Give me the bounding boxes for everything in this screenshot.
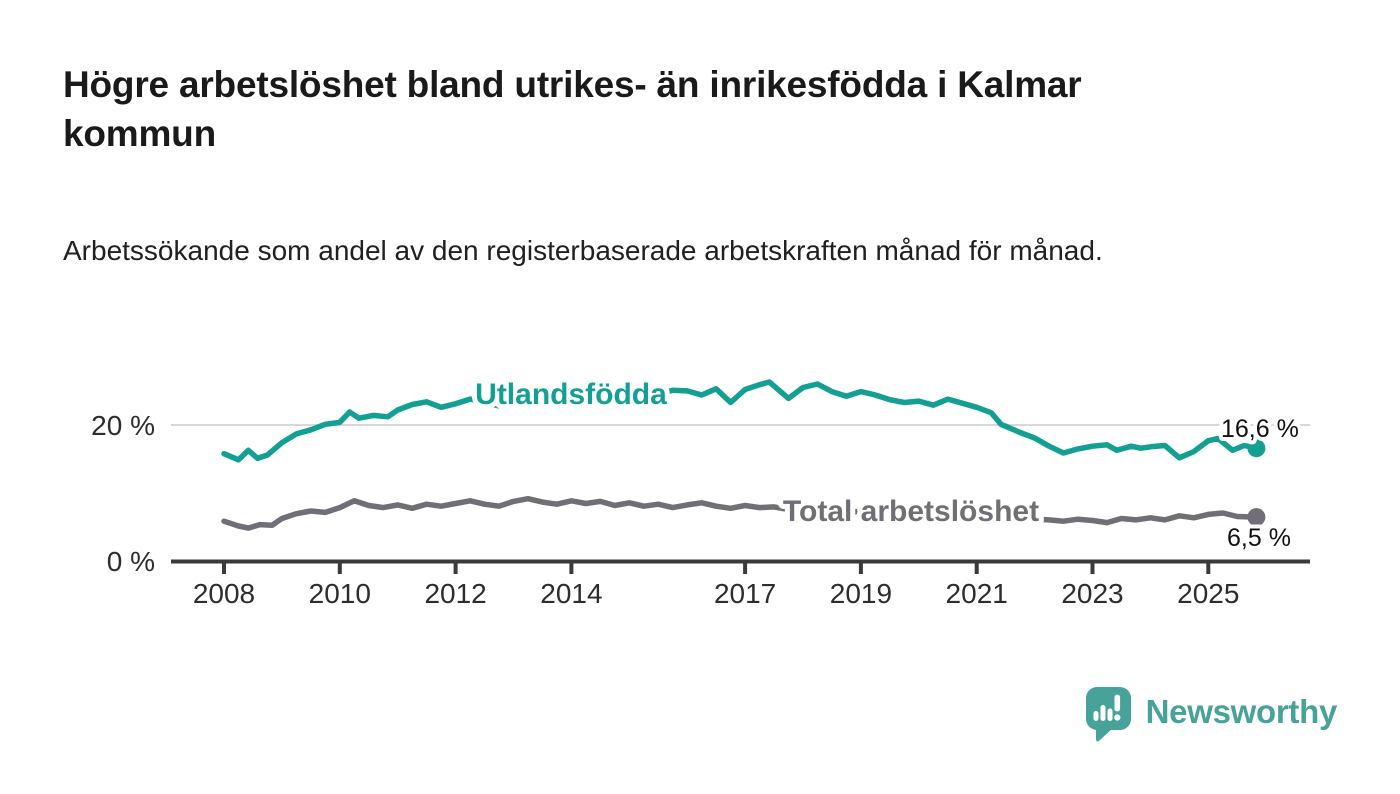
x-axis-tick-labels: 2008 2010 2012 2014 2017 2019 2021 2023 2025	[193, 578, 1240, 609]
x-tick-label: 2025	[1177, 578, 1239, 609]
x-tick-label: 2008	[193, 578, 255, 609]
x-tick-label: 2019	[830, 578, 892, 609]
x-tick-label: 2012	[424, 578, 486, 609]
utlandsfodda-series-label: Utlandsfödda	[475, 378, 667, 411]
x-axis-ticks	[222, 560, 1211, 574]
y-axis-label-20: 20 %	[91, 410, 155, 441]
x-tick-label: 2010	[309, 578, 371, 609]
total-series-label: Total arbetslöshet	[783, 495, 1039, 528]
newsworthy-logo-icon	[1085, 687, 1131, 742]
utlandsfodda-end-value: 16,6 %	[1221, 415, 1299, 443]
utlandsfodda-end-dot	[1247, 439, 1266, 458]
total-end-dot	[1247, 508, 1266, 527]
page-title: Högre arbetslöshet bland utrikes- än inr…	[63, 64, 1082, 155]
page-subtitle: Arbetssökande som andel av den registerb…	[63, 235, 1103, 266]
x-tick-label: 2017	[714, 578, 776, 609]
y-axis-label-0: 0 %	[107, 546, 155, 577]
total-end-value: 6,5 %	[1227, 524, 1291, 552]
brand-logo: Newsworthy	[1085, 686, 1337, 744]
x-tick-label: 2023	[1061, 578, 1123, 609]
utlandsfodda-line	[221, 379, 1260, 463]
brand-name: Newsworthy	[1145, 693, 1338, 730]
total-arbetsloshet-line	[221, 495, 1260, 531]
x-tick-label: 2021	[946, 578, 1008, 609]
x-tick-label: 2014	[540, 578, 602, 609]
